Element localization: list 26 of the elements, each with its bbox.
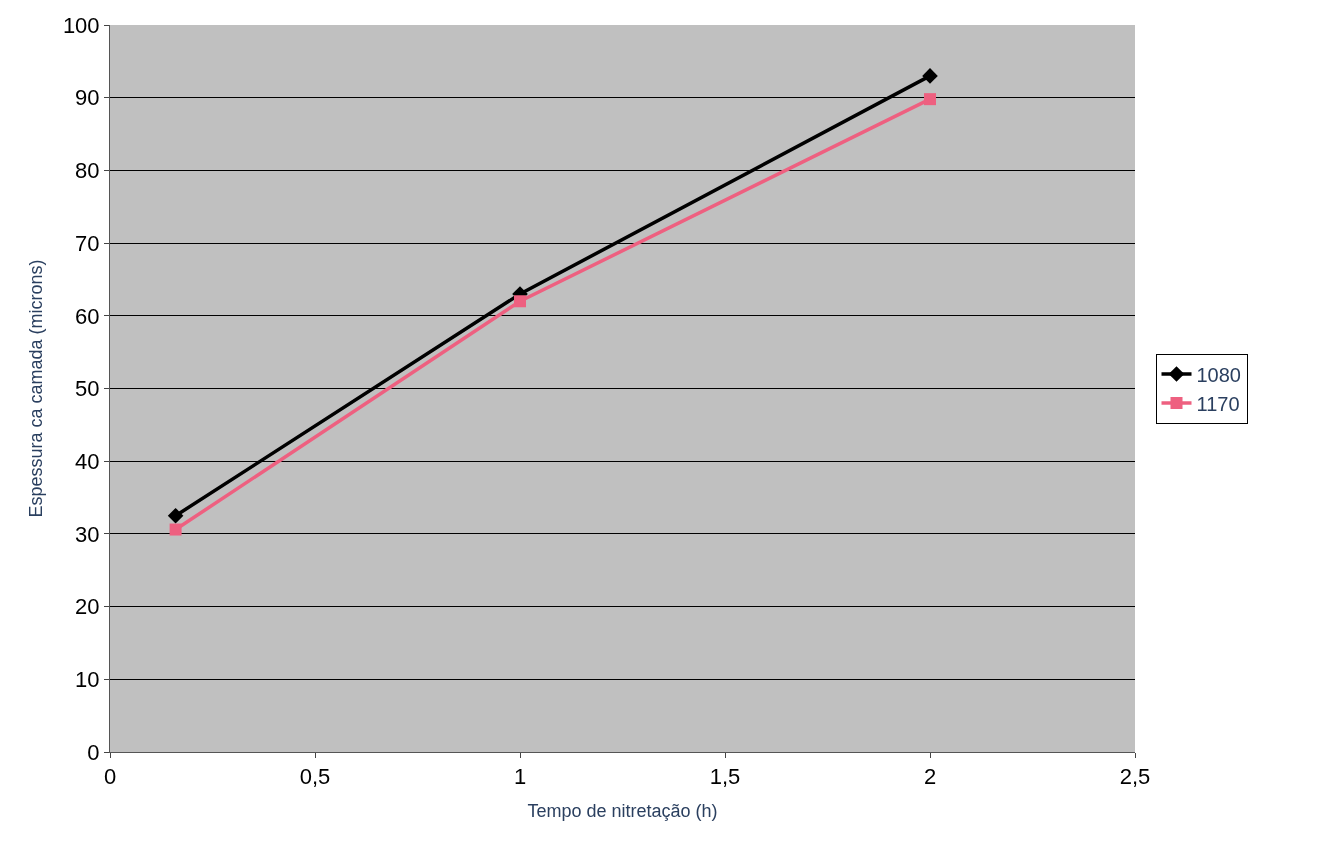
y-tick-label: 60 [75, 303, 100, 329]
x-tick-label: 2 [923, 764, 937, 790]
x-tick-label: 1 [513, 764, 527, 790]
x-tick-label: 1,5 [709, 764, 741, 790]
y-tick-label: 50 [75, 376, 100, 402]
y-tick-label: 100 [62, 12, 100, 38]
y-tick-label: 10 [75, 667, 100, 692]
x-tick-label: 2,5 [1119, 764, 1151, 790]
x-tick-label: 0 [103, 764, 117, 790]
y-tick-label: 0 [87, 739, 100, 765]
y-tick-label: 20 [75, 594, 100, 620]
point [922, 68, 938, 84]
legend-label: 1170 [1196, 392, 1240, 415]
legend-label: 1080 [1196, 363, 1241, 386]
point [514, 295, 526, 308]
point [167, 507, 184, 524]
y-tick-label: 90 [75, 85, 100, 111]
point [924, 93, 936, 106]
x-tick-label: 0,5 [299, 764, 331, 790]
y-tick-label: 30 [75, 521, 100, 547]
x-axis-title: Tempo de nitretação (h) [527, 800, 718, 821]
y-tick-label: 40 [75, 448, 100, 474]
point [169, 523, 182, 536]
y-tick-label: 80 [75, 158, 100, 184]
y-axis-title: Espessura ca camada (microns) [26, 259, 47, 518]
y-tick-label: 70 [75, 230, 100, 256]
